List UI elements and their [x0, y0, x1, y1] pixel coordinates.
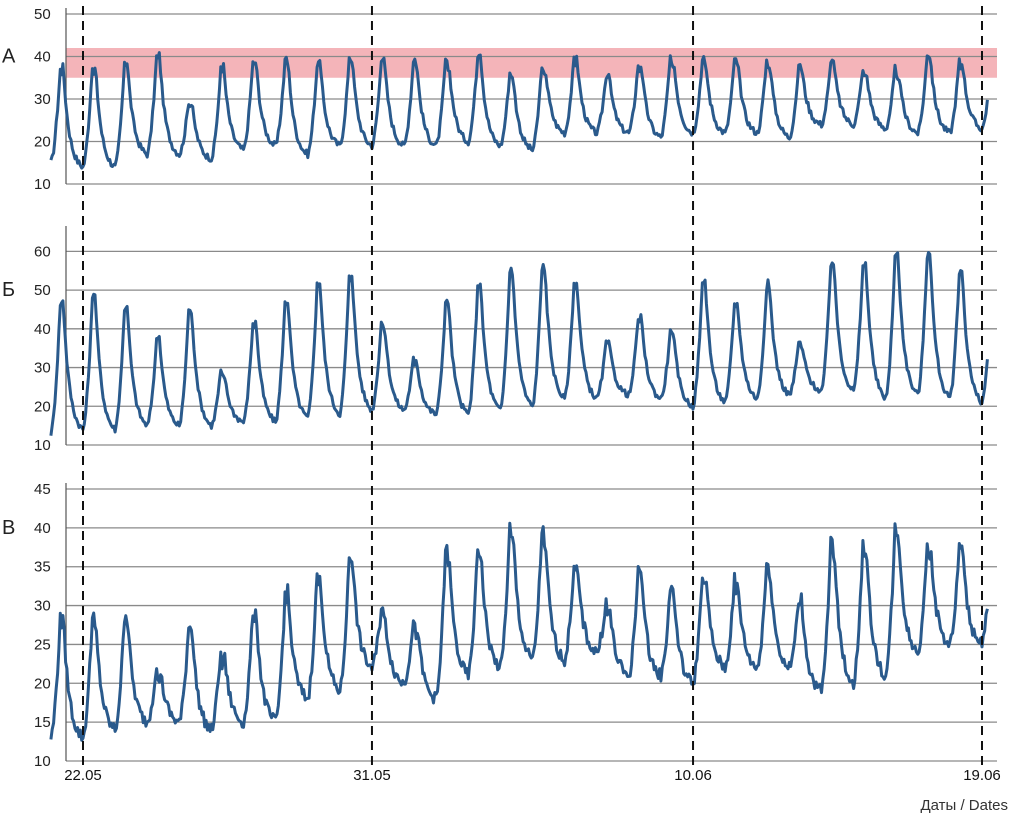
panel-1: 10 20 30 40 50 А	[2, 6, 997, 193]
y-tick-label: 20	[34, 134, 51, 151]
x-tick-label: 10.06	[674, 767, 712, 784]
y-tick-label: 20	[34, 675, 51, 692]
y-tick-label: 30	[34, 91, 51, 108]
y-tick-label: 45	[34, 481, 51, 498]
y-tick-label: 40	[34, 49, 51, 66]
panel-label: Б	[2, 279, 15, 301]
y-tick-label: 10	[34, 437, 51, 454]
panel-label: В	[2, 517, 15, 539]
y-tick-label: 10	[34, 753, 51, 770]
y-tick-label: 30	[34, 360, 51, 377]
y-tick-label: 40	[34, 520, 51, 537]
y-tick-label: 35	[34, 559, 51, 576]
panel-2: 10 20 30 40 50 60 Б	[2, 226, 997, 454]
y-tick-label: 60	[34, 243, 51, 260]
chart-panels: 10 20 30 40 50 А 10 20 30 40 50 60 Б 10 15 20 25 30 35 40 45…	[2, 6, 997, 770]
series-line	[49, 251, 989, 436]
series-line	[49, 51, 989, 170]
x-tick-label: 31.05	[353, 767, 391, 784]
y-tick-label: 40	[34, 321, 51, 338]
panel-3: 10 15 20 25 30 35 40 45 В	[2, 481, 997, 770]
x-axis-title: Даты / Dates	[920, 797, 1008, 814]
y-tick-label: 25	[34, 636, 51, 653]
y-tick-label: 15	[34, 714, 51, 731]
date-marker-lines	[82, 6, 983, 766]
y-tick-label: 50	[34, 6, 51, 23]
y-tick-label: 10	[34, 176, 51, 193]
threshold-band	[66, 48, 997, 78]
y-tick-label: 50	[34, 282, 51, 299]
y-tick-label: 20	[34, 398, 51, 415]
panel-label: А	[2, 46, 16, 68]
x-axis-ticks: 22.05 31.05 10.06 19.06	[64, 767, 1001, 784]
x-tick-label: 19.06	[963, 767, 1001, 784]
y-tick-label: 30	[34, 598, 51, 615]
x-tick-label: 22.05	[64, 767, 102, 784]
series-line	[49, 521, 989, 742]
